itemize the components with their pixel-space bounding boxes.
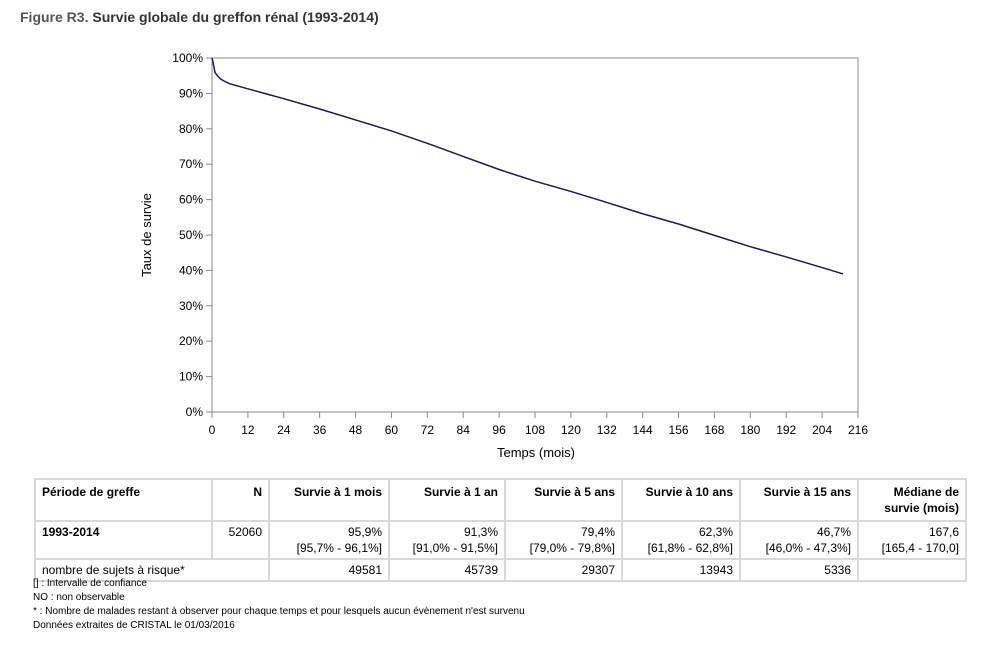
x-tick-label: 72 — [421, 423, 435, 437]
x-tick-label: 120 — [561, 423, 581, 437]
cell-1-mois: 95,9% [95,7% - 96,1%] — [268, 520, 390, 560]
x-tick-label: 24 — [277, 423, 291, 437]
cell-mediane: 167,6 [165,4 - 170,0] — [857, 520, 967, 560]
ci: [79,0% - 79,8%] — [529, 541, 615, 555]
y-tick-label: 40% — [179, 263, 203, 277]
x-axis-label: Temps (mois) — [497, 445, 575, 460]
figure-label: Figure R3. — [20, 9, 89, 25]
value: 91,3% — [463, 525, 498, 539]
header-periode: Période de greffe — [34, 478, 213, 522]
x-tick-label: 108 — [525, 423, 545, 437]
x-tick-label: 48 — [349, 423, 363, 437]
x-tick-label: 0 — [209, 423, 216, 437]
note-risk: * : Nombre de malades restant à observer… — [33, 606, 525, 617]
x-tick-label: 156 — [669, 423, 689, 437]
survival-chart: 0% 10% 20% 30% 40% 50% 60% 70% 80% 90% 100% 0 12 24 3… — [139, 51, 868, 460]
value: 62,3% — [698, 525, 733, 539]
cell-risk-5-ans: 29307 — [504, 558, 623, 582]
ci: [95,7% - 96,1%] — [296, 541, 382, 555]
figure-title-text: Survie globale du greffon rénal (1993-20… — [92, 9, 379, 25]
survival-table: Période de greffe N Survie à 1 mois Surv… — [34, 478, 967, 582]
y-tick-label: 90% — [179, 86, 203, 100]
header-mediane-line2: survie (mois) — [884, 501, 959, 515]
cell-5-ans: 79,4% [79,0% - 79,8%] — [504, 520, 623, 560]
cell-risk-15-ans: 5336 — [739, 558, 859, 582]
cell-risk-mediane — [857, 558, 967, 582]
x-tick-label: 12 — [241, 423, 255, 437]
note-source: Données extraites de CRISTAL le 01/03/20… — [33, 620, 235, 631]
table-row: nombre de sujets à risque* 49581 45739 2… — [34, 558, 967, 582]
x-tick-label: 216 — [848, 423, 868, 437]
y-axis-label: Taux de survie — [139, 193, 154, 277]
note-ci: [] : Intervalle de confiance — [33, 578, 147, 589]
cell-risk-10-ans: 13943 — [621, 558, 741, 582]
header-1-mois: Survie à 1 mois — [268, 478, 390, 522]
x-tick-label: 180 — [740, 423, 760, 437]
header-mediane: Médiane de survie (mois) — [857, 478, 967, 522]
header-15-ans: Survie à 15 ans — [739, 478, 859, 522]
x-tick-label: 36 — [313, 423, 327, 437]
x-tick-label: 204 — [812, 423, 832, 437]
y-tick-label: 0% — [186, 405, 204, 419]
y-tick-label: 30% — [179, 299, 203, 313]
x-tick-label: 132 — [597, 423, 617, 437]
cell-15-ans: 46,7% [46,0% - 47,3%] — [739, 520, 859, 560]
x-tick-label: 60 — [385, 423, 399, 437]
header-mediane-line1: Médiane de — [893, 485, 959, 499]
y-tick-label: 70% — [179, 157, 203, 171]
cell-risk-1-an: 45739 — [388, 558, 506, 582]
row-n: 52060 — [211, 520, 270, 560]
ci: [91,0% - 91,5%] — [412, 541, 498, 555]
value: 46,7% — [816, 525, 851, 539]
y-tick-label: 10% — [179, 370, 203, 384]
cell-10-ans: 62,3% [61,8% - 62,8%] — [621, 520, 741, 560]
y-axis: 0% 10% 20% 30% 40% 50% 60% 70% 80% 90% 100% — [172, 51, 213, 419]
value: 95,9% — [347, 525, 382, 539]
row-sujets-label: nombre de sujets à risque* — [34, 558, 270, 582]
header-1-an: Survie à 1 an — [388, 478, 506, 522]
header-5-ans: Survie à 5 ans — [504, 478, 623, 522]
ci: [61,8% - 62,8%] — [647, 541, 733, 555]
header-10-ans: Survie à 10 ans — [621, 478, 741, 522]
y-tick-label: 50% — [179, 228, 203, 242]
y-tick-label: 20% — [179, 334, 203, 348]
cell-risk-1-mois: 49581 — [268, 558, 390, 582]
header-n: N — [211, 478, 270, 522]
value: 79,4% — [580, 525, 615, 539]
figure-title: Figure R3. Survie globale du greffon rén… — [20, 9, 379, 25]
note-no: NO : non observable — [33, 592, 125, 603]
x-tick-label: 96 — [492, 423, 506, 437]
x-tick-label: 192 — [776, 423, 796, 437]
footnotes: [] : Intervalle de confiance NO : non ob… — [33, 577, 525, 633]
plot-frame — [211, 57, 859, 413]
x-tick-label: 84 — [457, 423, 471, 437]
survival-curve — [211, 57, 844, 275]
table-row: 1993-2014 52060 95,9% [95,7% - 96,1%] 91… — [34, 520, 967, 560]
ci: [46,0% - 47,3%] — [765, 541, 851, 555]
x-tick-label: 168 — [704, 423, 724, 437]
ci: [165,4 - 170,0] — [881, 541, 959, 555]
cell-1-an: 91,3% [91,0% - 91,5%] — [388, 520, 506, 560]
x-tick-label: 144 — [633, 423, 653, 437]
y-tick-label: 80% — [179, 122, 203, 136]
y-tick-label: 60% — [179, 193, 203, 207]
table-header-row: Période de greffe N Survie à 1 mois Surv… — [34, 478, 967, 522]
row-periode: 1993-2014 — [34, 520, 213, 560]
y-tick-label: 100% — [172, 51, 203, 65]
x-axis: 0 12 24 36 48 60 72 84 96 108 120 132 144 156 168 180 19… — [209, 412, 868, 437]
value: 167,6 — [928, 525, 959, 539]
